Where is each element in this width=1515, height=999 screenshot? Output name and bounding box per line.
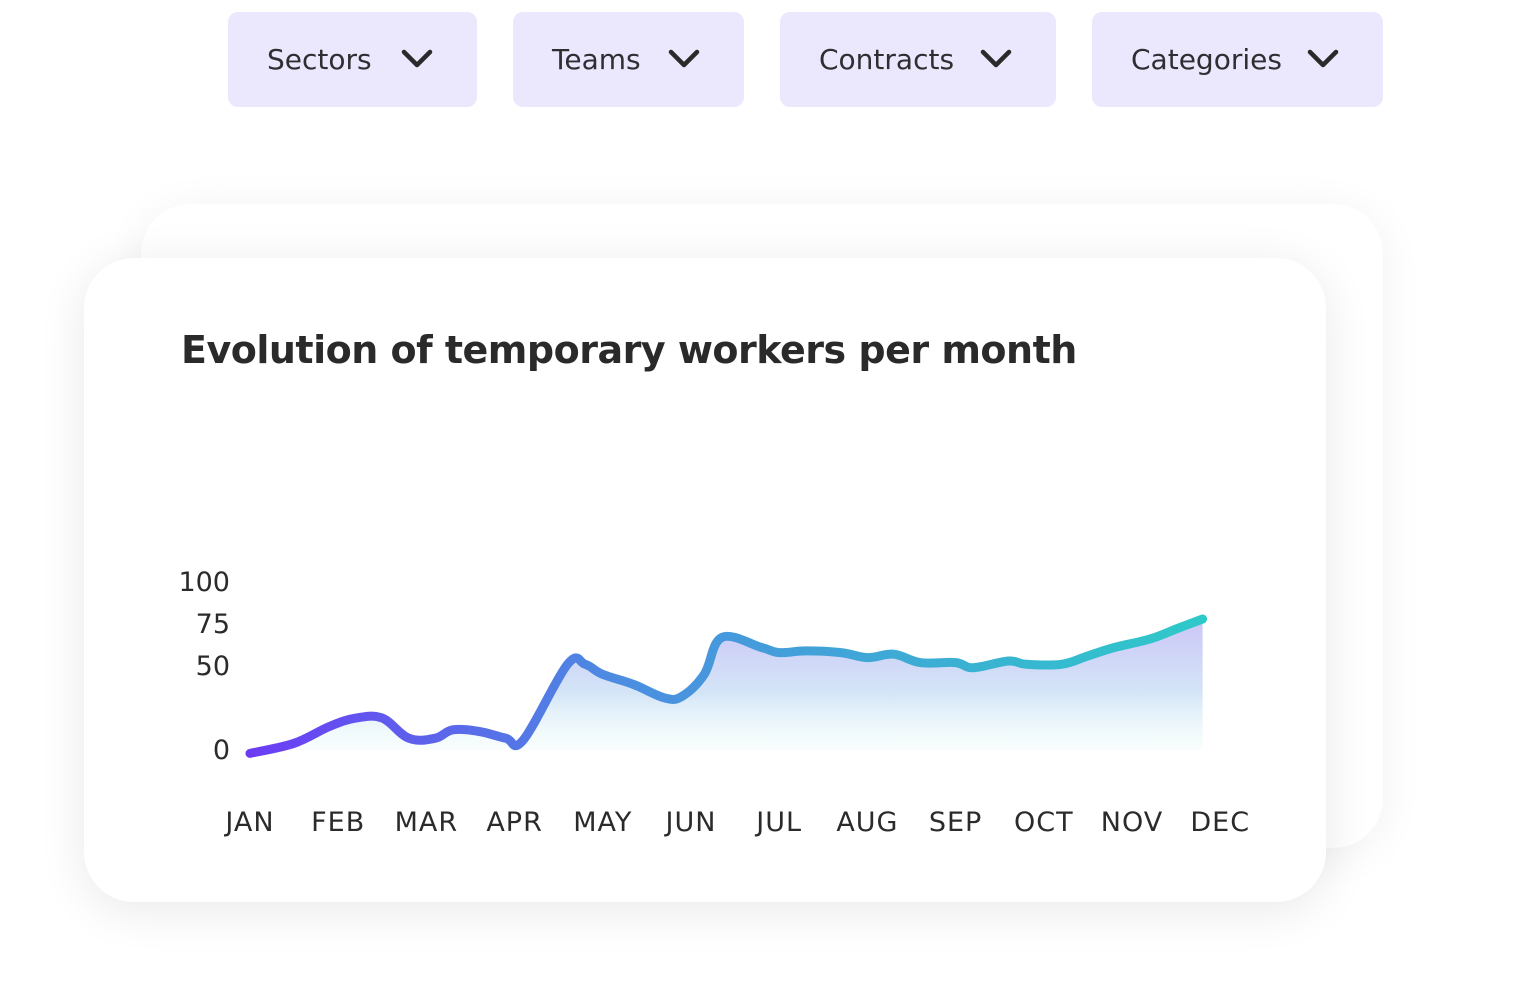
filter-bar: Sectors Teams Contracts Categories xyxy=(0,0,1515,120)
chevron-down-icon xyxy=(668,49,700,68)
x-tick-label: NOV xyxy=(1101,807,1163,838)
x-axis-ticks: JAN FEB MAR APR MAY JUN JUL AUG SEP OCT NOV DEC xyxy=(223,807,1250,838)
x-tick-label: AUG xyxy=(836,807,898,838)
chevron-down-icon xyxy=(401,49,433,68)
sectors-filter-dropdown[interactable]: Sectors xyxy=(228,12,477,107)
teams-filter-label: Teams xyxy=(552,43,641,76)
x-tick-label: MAY xyxy=(573,807,632,838)
series-line xyxy=(245,614,1208,758)
y-tick-label: 50 xyxy=(196,651,230,682)
categories-filter-dropdown[interactable]: Categories xyxy=(1092,12,1383,107)
chart-card: Evolution of temporary workers per month… xyxy=(84,258,1326,902)
x-tick-label: JUN xyxy=(664,807,717,838)
chart-title: Evolution of temporary workers per month xyxy=(181,328,1077,372)
y-tick-label: 100 xyxy=(178,567,230,598)
x-tick-label: OCT xyxy=(1014,807,1074,838)
x-tick-label: JAN xyxy=(223,807,274,838)
x-tick-label: DEC xyxy=(1190,807,1250,838)
x-tick-label: MAR xyxy=(395,807,459,838)
categories-filter-label: Categories xyxy=(1131,43,1282,76)
y-axis-ticks: 0 50 75 100 xyxy=(178,567,230,766)
area-fill-layer xyxy=(250,619,1203,754)
y-tick-label: 75 xyxy=(196,609,230,640)
teams-filter-dropdown[interactable]: Teams xyxy=(513,12,744,107)
x-tick-label: FEB xyxy=(311,807,365,838)
line-layer xyxy=(245,614,1208,758)
y-tick-label: 0 xyxy=(213,735,230,766)
area-chart: 0 50 75 100 JAN FEB MAR APR MAY JUN JUL AUG SEP OCT N… xyxy=(178,567,1250,838)
chevron-down-icon xyxy=(980,49,1012,68)
contracts-filter-label: Contracts xyxy=(819,43,955,76)
x-tick-label: APR xyxy=(486,807,543,838)
x-tick-label: JUL xyxy=(754,807,802,838)
series-area xyxy=(250,619,1203,754)
contracts-filter-dropdown[interactable]: Contracts xyxy=(780,12,1056,107)
x-tick-label: SEP xyxy=(929,807,982,838)
chevron-down-icon xyxy=(1307,49,1339,68)
sectors-filter-label: Sectors xyxy=(267,43,372,76)
